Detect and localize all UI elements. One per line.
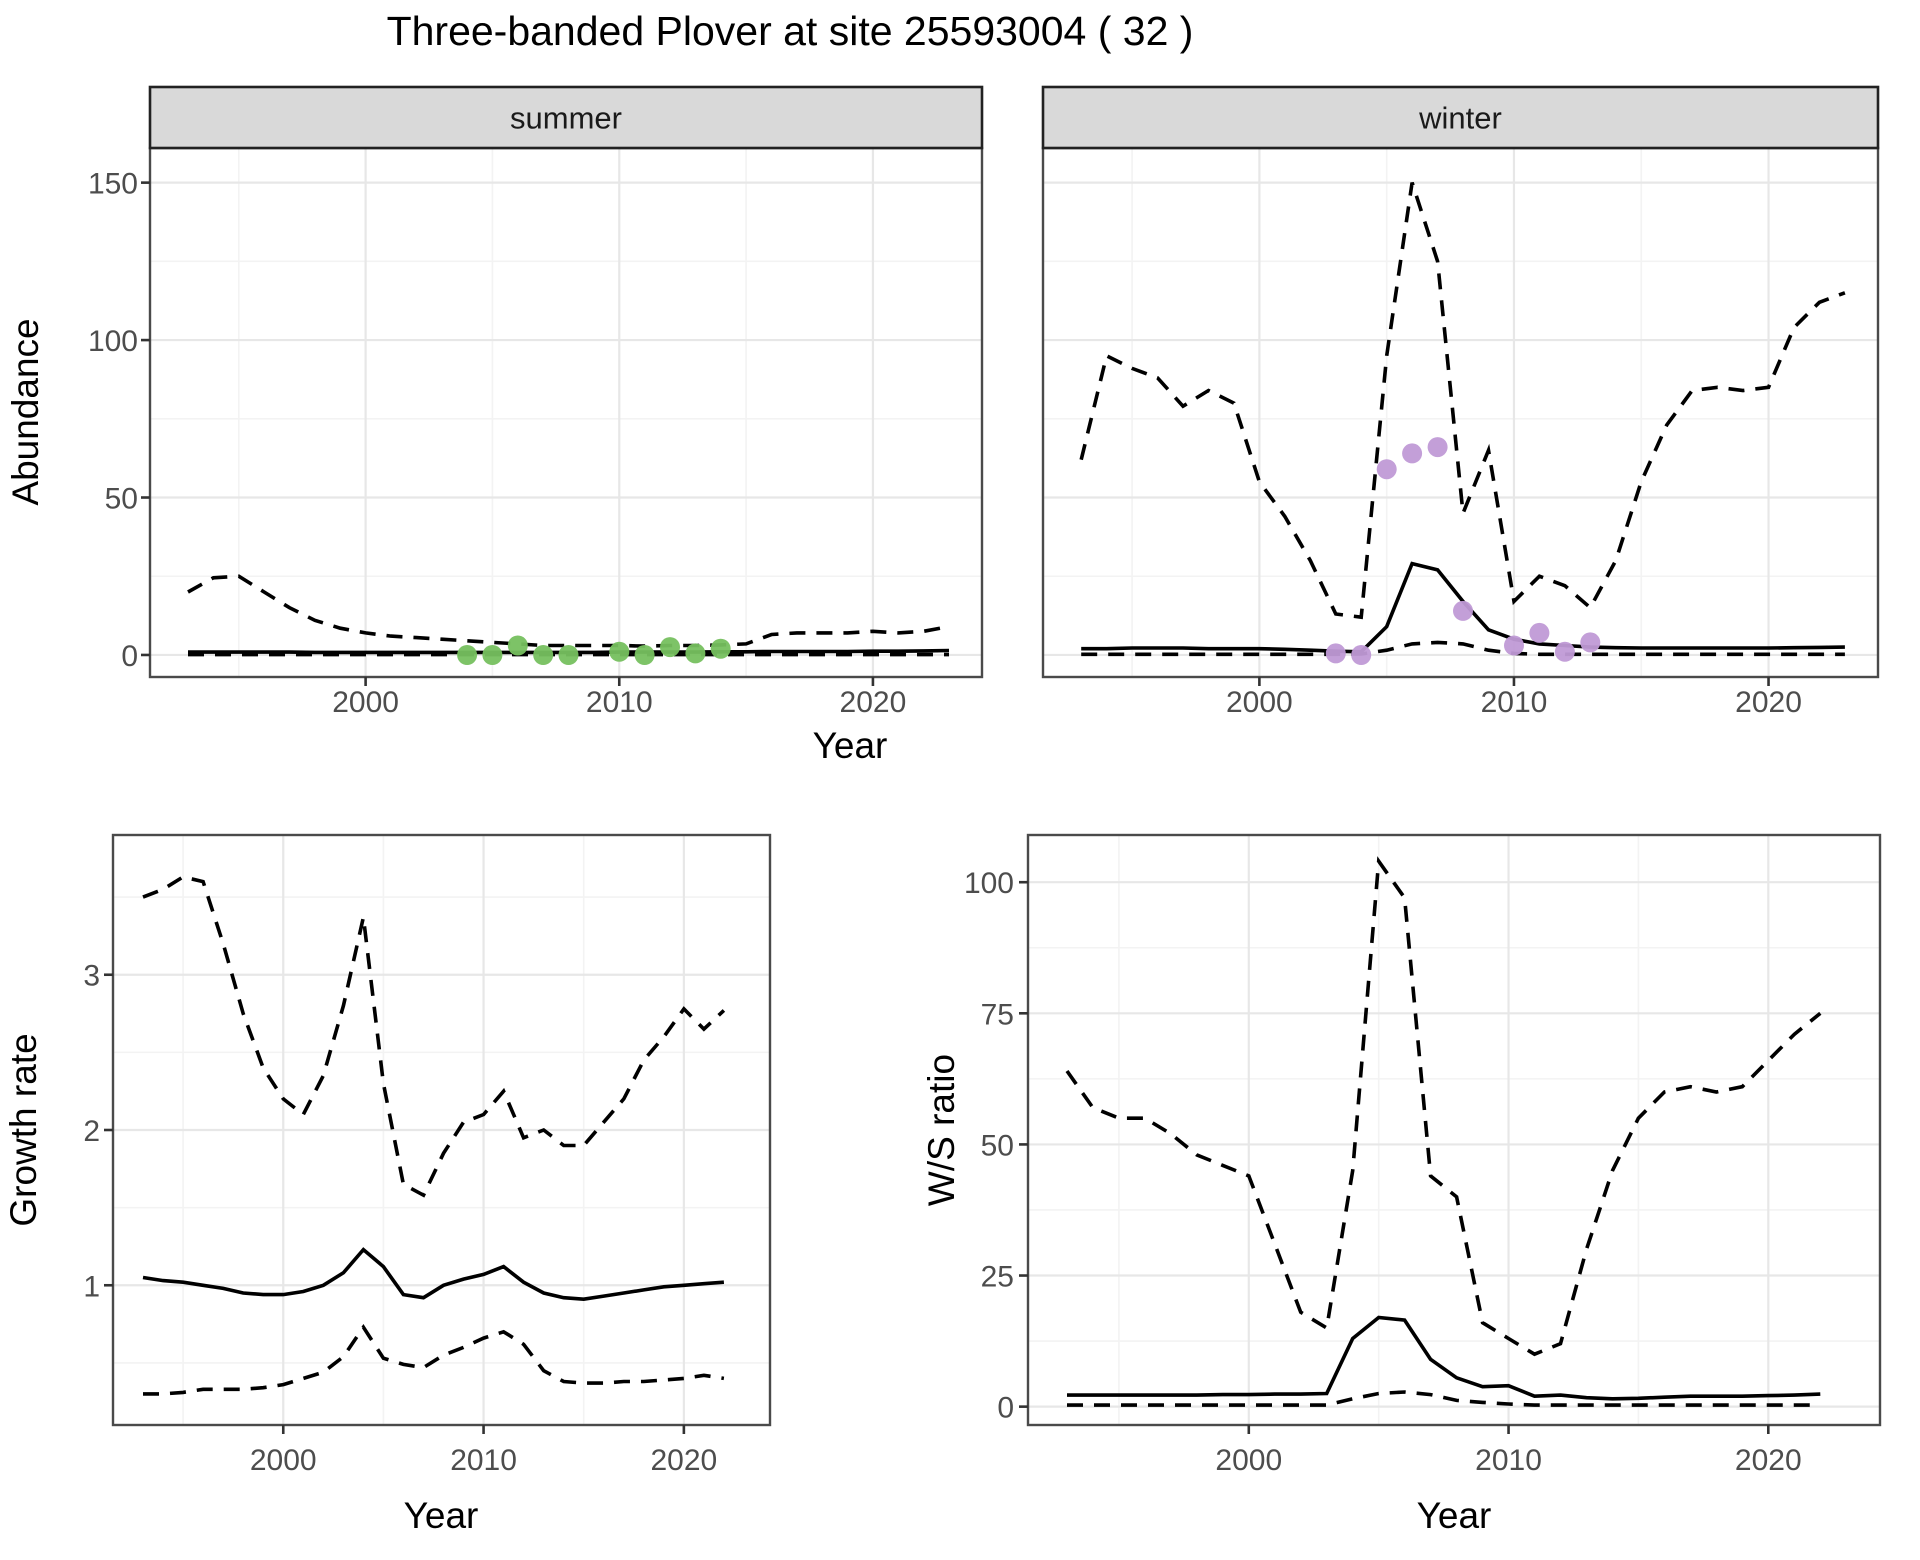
winter-observed-point <box>1427 437 1448 458</box>
winter-observed-point <box>1325 643 1346 664</box>
growth-x-axis-title: Year <box>404 1495 479 1536</box>
panel-ws: 2000 2010 2020 0 25 50 75 100 W/S ratio Year <box>921 833 1882 1536</box>
x-tick-label: 2010 <box>1475 1444 1542 1477</box>
winter-observed-point <box>1580 632 1601 653</box>
summer-observed-point <box>533 645 554 665</box>
winter-observed-point <box>1351 645 1372 665</box>
summer-observed-point <box>634 645 655 665</box>
summer-observed-point <box>609 641 630 662</box>
y-tick-label: 75 <box>981 998 1014 1031</box>
y-tick-label: 2 <box>83 1115 100 1148</box>
winter-observed-point <box>1529 622 1550 643</box>
panel-winter: winter 2000 2010 2020 <box>1041 85 1880 719</box>
y-tick-label: 50 <box>981 1129 1014 1162</box>
y-tick-label: 0 <box>121 640 138 673</box>
ws-median-line <box>1067 1315 1821 1401</box>
summer-y-axis-title: Abundance <box>5 318 46 505</box>
y-tick-label: 1 <box>83 1270 100 1303</box>
facet-strip-label: summer <box>510 101 622 136</box>
x-tick-label: 2000 <box>1215 1444 1282 1477</box>
facet-strip-label: winter <box>1418 101 1502 136</box>
summer-observed-point <box>558 645 579 665</box>
y-tick-label: 0 <box>997 1392 1014 1425</box>
ws-y-axis-title: W/S ratio <box>921 1054 962 1206</box>
x-tick-label: 2010 <box>1481 686 1548 719</box>
x-tick-label: 2020 <box>650 1444 717 1477</box>
y-tick-label: 50 <box>105 483 138 516</box>
panel-background <box>1028 835 1880 1425</box>
panel-background <box>150 148 982 677</box>
panel-growth: 2000 2010 2020 1 2 3 Growth rate Year <box>3 833 772 1536</box>
ws-lower_ci-line <box>1067 1390 1821 1407</box>
x-tick-label: 2000 <box>250 1444 317 1477</box>
y-tick-label: 150 <box>88 168 138 201</box>
x-tick-label: 2010 <box>450 1444 517 1477</box>
x-tick-label: 2020 <box>840 686 907 719</box>
summer-observed-point <box>685 643 706 664</box>
facet-strip <box>148 85 984 150</box>
chart-title: Three-banded Plover at site 25593004 ( 3… <box>386 8 1194 54</box>
growth-median-line <box>142 1247 725 1302</box>
winter-lower_ci-line <box>1081 640 1845 657</box>
growth-upper_ci-line <box>142 874 726 1198</box>
winter-observed-point <box>1504 635 1524 656</box>
growth-y-axis-title: Growth rate <box>3 1033 44 1226</box>
facet-strip <box>1041 85 1880 150</box>
summer-upper_ci-line <box>187 574 950 648</box>
winter-observed-point <box>1554 641 1575 662</box>
panel-border <box>1026 833 1882 1427</box>
growth-lower_ci-line <box>143 1323 725 1396</box>
y-tick-label: 100 <box>88 325 138 358</box>
summer-observed-point <box>660 637 680 658</box>
summer-observed-point <box>710 638 731 659</box>
ws-x-axis-title: Year <box>1417 1495 1492 1536</box>
x-tick-label: 2020 <box>1735 1444 1802 1477</box>
winter-observed-point <box>1402 443 1423 464</box>
x-tick-label: 2010 <box>586 686 653 719</box>
winter-observed-point <box>1453 600 1473 621</box>
top-row-x-axis-title: Year <box>813 725 888 766</box>
y-tick-label: 25 <box>981 1261 1014 1294</box>
x-tick-label: 2000 <box>1226 686 1293 719</box>
summer-observed-point <box>457 645 478 665</box>
panel-summer: summer 2000 2010 2020 0 50 100 150 Abundance <box>5 85 984 719</box>
y-tick-label: 100 <box>964 867 1014 900</box>
y-tick-label: 3 <box>83 960 100 993</box>
winter-observed-point <box>1376 459 1397 480</box>
summer-observed-point <box>507 635 528 656</box>
panel-background <box>1043 148 1878 677</box>
x-tick-label: 2000 <box>332 686 399 719</box>
x-tick-label: 2020 <box>1735 686 1802 719</box>
winter-upper_ci-line <box>1079 182 1846 620</box>
summer-observed-point <box>482 645 503 665</box>
